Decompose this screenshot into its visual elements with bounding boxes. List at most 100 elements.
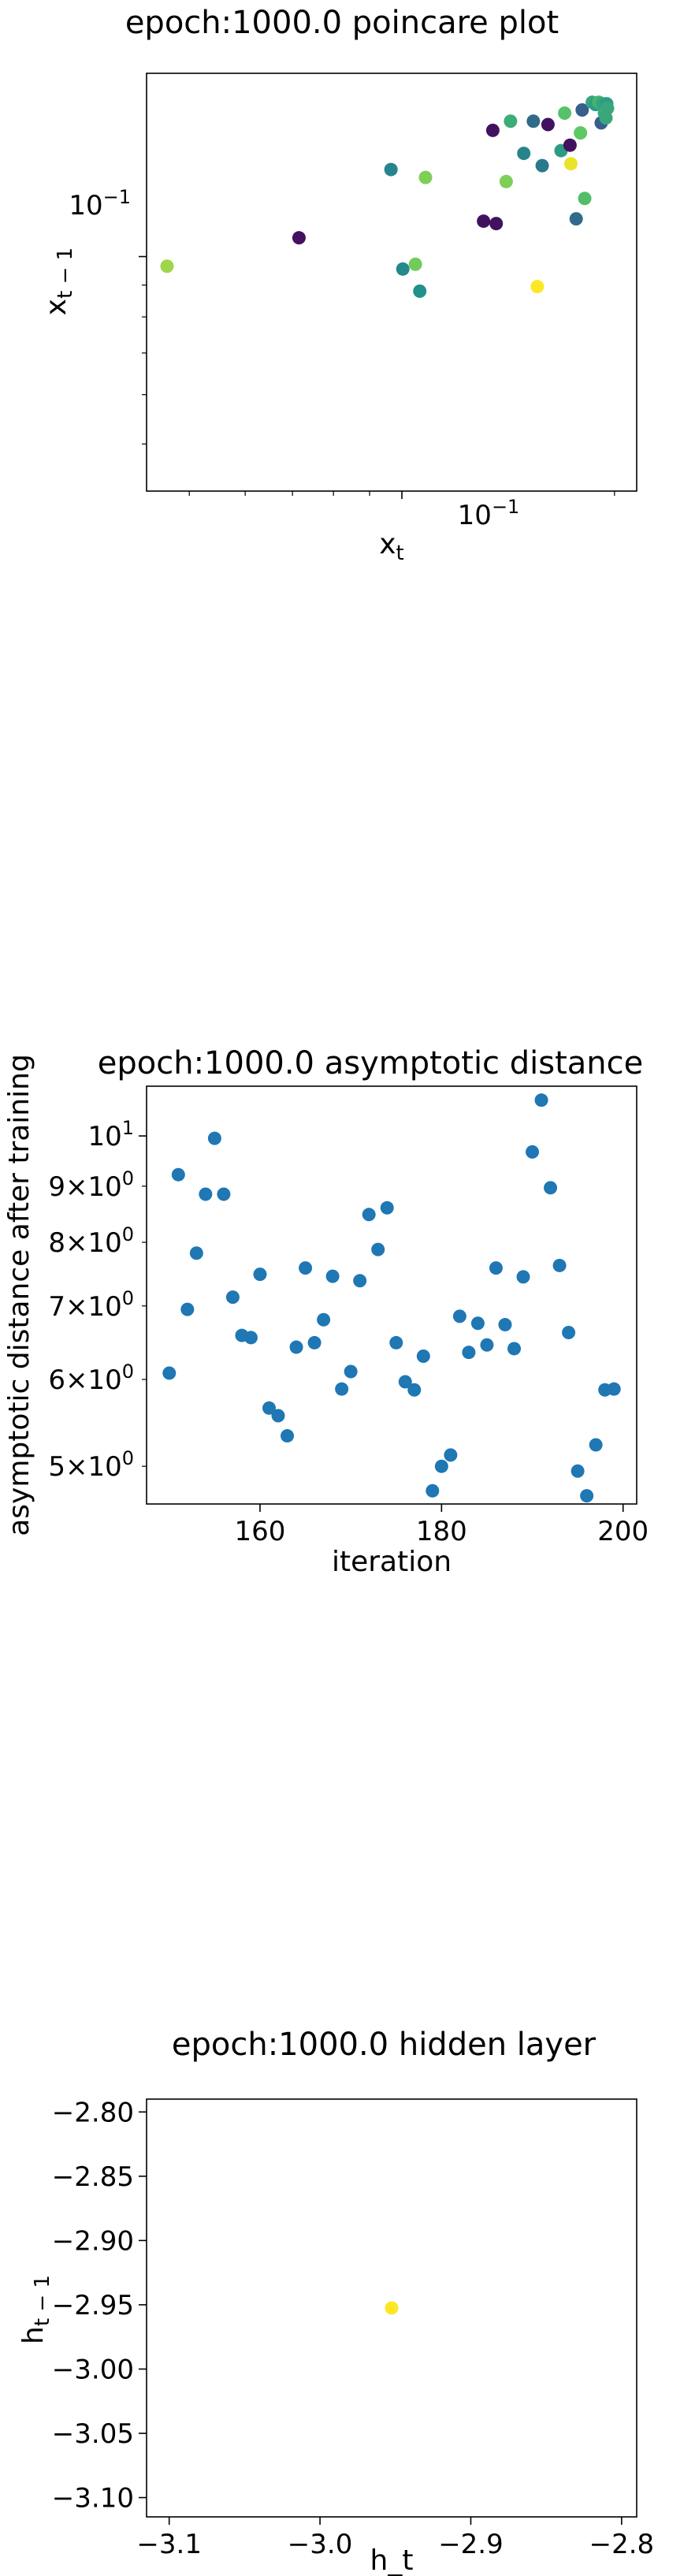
poincare-title: epoch:1000.0 poincare plot: [125, 5, 559, 41]
asymptotic-points: [162, 1093, 621, 1503]
hidden-layer-y-axis-label: ht − 1: [17, 2275, 54, 2344]
poincare-ticks: [139, 255, 615, 499]
scatter-point: [189, 1246, 203, 1260]
scatter-point: [499, 174, 513, 188]
scatter-point: [516, 1270, 530, 1284]
scatter-point: [607, 1382, 621, 1396]
y-tick-label: −2.90: [52, 2225, 134, 2257]
scatter-point: [307, 1335, 321, 1349]
poincare-y-tick-label: 10−1: [69, 186, 131, 221]
scatter-point: [569, 212, 583, 226]
scatter-point: [325, 1269, 340, 1283]
asymptotic-panel: epoch:1000.0 asymptotic distance 160 180 2…: [3, 1045, 649, 1578]
y-tick-label: 7×100: [48, 1287, 134, 1323]
scatter-point: [398, 1375, 412, 1389]
scatter-point: [507, 1342, 521, 1356]
hidden-layer-axes-frame: [146, 2098, 637, 2518]
x-tick-label: 180: [416, 1516, 467, 1547]
y-tick-label: −3.00: [52, 2354, 134, 2385]
scatter-point: [389, 1335, 403, 1349]
scatter-point: [575, 103, 589, 117]
scatter-point: [408, 257, 422, 271]
scatter-point: [562, 1326, 576, 1340]
scatter-point: [407, 1383, 422, 1397]
scatter-point: [160, 259, 174, 274]
scatter-point: [371, 1242, 385, 1256]
scatter-point: [385, 2301, 399, 2315]
scatter-point: [207, 1131, 221, 1145]
scatter-point: [526, 1145, 540, 1159]
scatter-point: [444, 1448, 458, 1462]
scatter-point: [552, 1258, 567, 1272]
x-tick-label: 160: [235, 1516, 286, 1547]
poincare-y-axis-label: xt − 1: [40, 248, 77, 315]
scatter-point: [162, 1366, 177, 1380]
hidden-layer-points: [385, 2301, 399, 2315]
scatter-point: [335, 1382, 349, 1396]
scatter-point: [243, 1331, 258, 1345]
scatter-point: [564, 157, 578, 171]
x-tick-label: −2.9: [438, 2529, 504, 2560]
scatter-point: [530, 280, 544, 294]
scatter-point: [485, 123, 500, 137]
scatter-point: [544, 1181, 558, 1195]
scatter-point: [380, 1201, 394, 1215]
y-tick-label: −3.05: [52, 2418, 134, 2450]
hidden-layer-title: epoch:1000.0 hidden layer: [172, 2027, 597, 2063]
scatter-point: [344, 1364, 358, 1379]
scatter-point: [480, 1338, 494, 1352]
scatter-point: [353, 1274, 367, 1288]
x-tick-label: −2.8: [589, 2529, 655, 2560]
scatter-point: [489, 217, 504, 231]
poincare-panel: epoch:1000.0 poincare plot 10−1 10−1 xt …: [40, 5, 637, 565]
scatter-point: [271, 1409, 285, 1423]
scatter-point: [477, 214, 491, 229]
scatter-point: [171, 1167, 185, 1182]
asymptotic-title: epoch:1000.0 asymptotic distance: [98, 1045, 644, 1081]
scatter-point: [362, 1208, 376, 1222]
poincare-points: [160, 95, 615, 298]
y-tick-label: 5×100: [48, 1447, 134, 1483]
poincare-x-tick-label: 10−1: [458, 496, 520, 531]
scatter-point: [589, 1438, 603, 1452]
y-tick-label: 9×100: [48, 1167, 134, 1203]
scatter-point: [413, 284, 427, 298]
x-tick-label: −3.1: [136, 2529, 202, 2560]
scatter-point: [535, 158, 549, 173]
scatter-point: [570, 1464, 585, 1478]
asymptotic-y-axis-label: asymptotic distance after training: [3, 1054, 35, 1536]
y-tick-label: −2.85: [52, 2161, 134, 2193]
scatter-point: [299, 1261, 313, 1275]
asymptotic-ticks: 160 180 200 5×100 6×100 7×100 8×100 9×100 101: [48, 1117, 649, 1547]
hidden-layer-x-axis-label: h_t: [370, 2544, 414, 2576]
scatter-point: [517, 147, 531, 161]
scatter-point: [317, 1312, 331, 1327]
scatter-point: [526, 114, 541, 128]
scatter-point: [253, 1268, 267, 1282]
scatter-point: [534, 1093, 548, 1107]
hidden-layer-ticks: −3.1 −3.0 −2.9 −2.8 −2.80 −2.85 −2.90 −2.95 −3.0…: [52, 2097, 654, 2560]
scatter-point: [281, 1429, 295, 1443]
scatter-point: [578, 192, 592, 206]
scatter-point: [396, 262, 410, 276]
scatter-point: [541, 117, 555, 132]
poincare-axes-frame: [146, 73, 637, 492]
scatter-point: [416, 1349, 430, 1363]
scatter-point: [504, 114, 518, 128]
scatter-point: [426, 1483, 440, 1498]
scatter-point: [452, 1309, 466, 1323]
hidden-layer-panel: epoch:1000.0 hidden layer −3.1 −3.0 −2.9 −2…: [17, 2027, 654, 2576]
scatter-point: [217, 1187, 231, 1201]
scatter-point: [462, 1346, 476, 1360]
asymptotic-x-axis-label: iteration: [332, 1546, 452, 1578]
scatter-point: [489, 1261, 503, 1275]
scatter-point: [262, 1401, 276, 1415]
asymptotic-axes-frame: [146, 1085, 637, 1505]
x-tick-label: 200: [597, 1516, 649, 1547]
scatter-point: [498, 1318, 512, 1332]
scatter-point: [558, 106, 572, 121]
y-tick-label: −2.80: [52, 2097, 134, 2128]
scatter-point: [289, 1340, 303, 1354]
y-tick-label: −2.95: [52, 2290, 134, 2321]
